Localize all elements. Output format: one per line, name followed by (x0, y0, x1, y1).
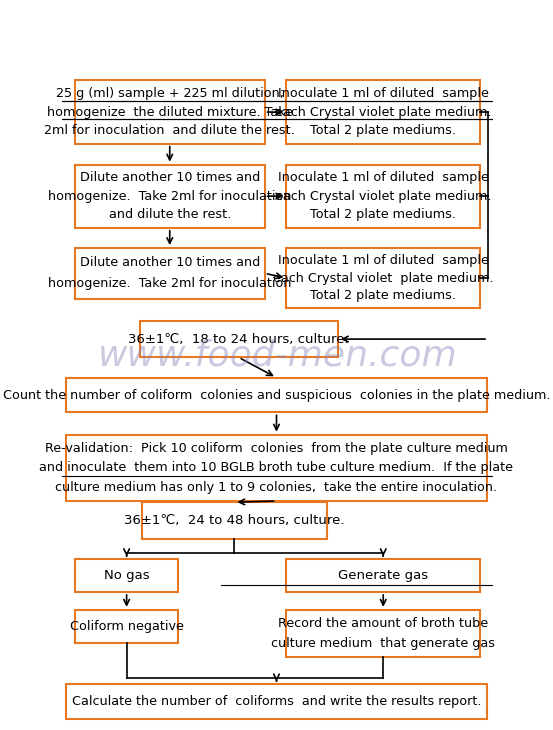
Text: and dilute the rest.: and dilute the rest. (108, 208, 231, 221)
Text: each Crystal violet plate medium.: each Crystal violet plate medium. (275, 190, 492, 203)
Text: Total 2 plate mediums.: Total 2 plate mediums. (310, 208, 456, 221)
FancyBboxPatch shape (66, 434, 487, 501)
Text: Inoculate 1 ml of diluted  sample: Inoculate 1 ml of diluted sample (278, 171, 489, 184)
Text: Inoculate 1 ml of diluted  sample: Inoculate 1 ml of diluted sample (278, 254, 489, 267)
Text: Record the amount of broth tube: Record the amount of broth tube (278, 617, 488, 630)
Text: 2ml for inoculation  and dilute the rest.: 2ml for inoculation and dilute the rest. (44, 124, 295, 137)
FancyBboxPatch shape (66, 377, 487, 412)
Text: Count the number of coliform  colonies and suspicious  colonies in the plate med: Count the number of coliform colonies an… (3, 388, 550, 402)
Text: Dilute another 10 times and: Dilute another 10 times and (80, 171, 260, 184)
Text: homogenize.  Take 2ml for inoculation: homogenize. Take 2ml for inoculation (48, 277, 291, 291)
Text: Total 2 plate mediums.: Total 2 plate mediums. (310, 289, 456, 302)
Text: Generate gas: Generate gas (338, 569, 429, 582)
FancyBboxPatch shape (286, 248, 481, 308)
FancyBboxPatch shape (75, 164, 265, 228)
Text: 36±1℃,  18 to 24 hours, culture.: 36±1℃, 18 to 24 hours, culture. (128, 333, 349, 345)
Text: Calculate the number of  coliforms  and write the results report.: Calculate the number of coliforms and wr… (72, 695, 481, 708)
FancyBboxPatch shape (286, 80, 481, 144)
FancyBboxPatch shape (75, 248, 265, 299)
FancyBboxPatch shape (75, 559, 179, 592)
FancyBboxPatch shape (75, 610, 179, 642)
Text: Coliform negative: Coliform negative (70, 620, 184, 633)
Text: No gas: No gas (104, 569, 149, 582)
FancyBboxPatch shape (66, 684, 487, 719)
Text: www.food-men.com: www.food-men.com (98, 339, 457, 372)
Text: homogenize.  Take 2ml for inoculation: homogenize. Take 2ml for inoculation (48, 190, 291, 203)
Text: 25 g (ml) sample + 225 ml dilution;: 25 g (ml) sample + 225 ml dilution; (56, 87, 284, 100)
Text: 36±1℃,  24 to 48 hours, culture.: 36±1℃, 24 to 48 hours, culture. (124, 514, 345, 527)
FancyBboxPatch shape (286, 559, 481, 592)
Text: culture medium  that generate gas: culture medium that generate gas (271, 637, 495, 650)
Text: Re-validation:  Pick 10 coliform  colonies  from the plate culture medium: Re-validation: Pick 10 coliform colonies… (45, 442, 508, 455)
FancyBboxPatch shape (286, 610, 481, 657)
Text: each Crystal violet plate medium.: each Crystal violet plate medium. (275, 106, 492, 118)
Text: and inoculate  them into 10 BGLB broth tube culture medium.  If the plate: and inoculate them into 10 BGLB broth tu… (39, 461, 514, 474)
Text: each Crystal violet  plate medium.: each Crystal violet plate medium. (273, 272, 493, 285)
Text: Dilute another 10 times and: Dilute another 10 times and (80, 256, 260, 269)
FancyBboxPatch shape (75, 80, 265, 144)
Text: Inoculate 1 ml of diluted  sample: Inoculate 1 ml of diluted sample (278, 87, 489, 100)
Text: culture medium has only 1 to 9 colonies,  take the entire inoculation.: culture medium has only 1 to 9 colonies,… (55, 481, 498, 493)
FancyBboxPatch shape (139, 320, 338, 358)
FancyBboxPatch shape (286, 164, 481, 228)
Text: Total 2 plate mediums.: Total 2 plate mediums. (310, 124, 456, 137)
Text: homogenize  the diluted mixture. Take: homogenize the diluted mixture. Take (47, 106, 293, 118)
FancyBboxPatch shape (142, 502, 327, 539)
